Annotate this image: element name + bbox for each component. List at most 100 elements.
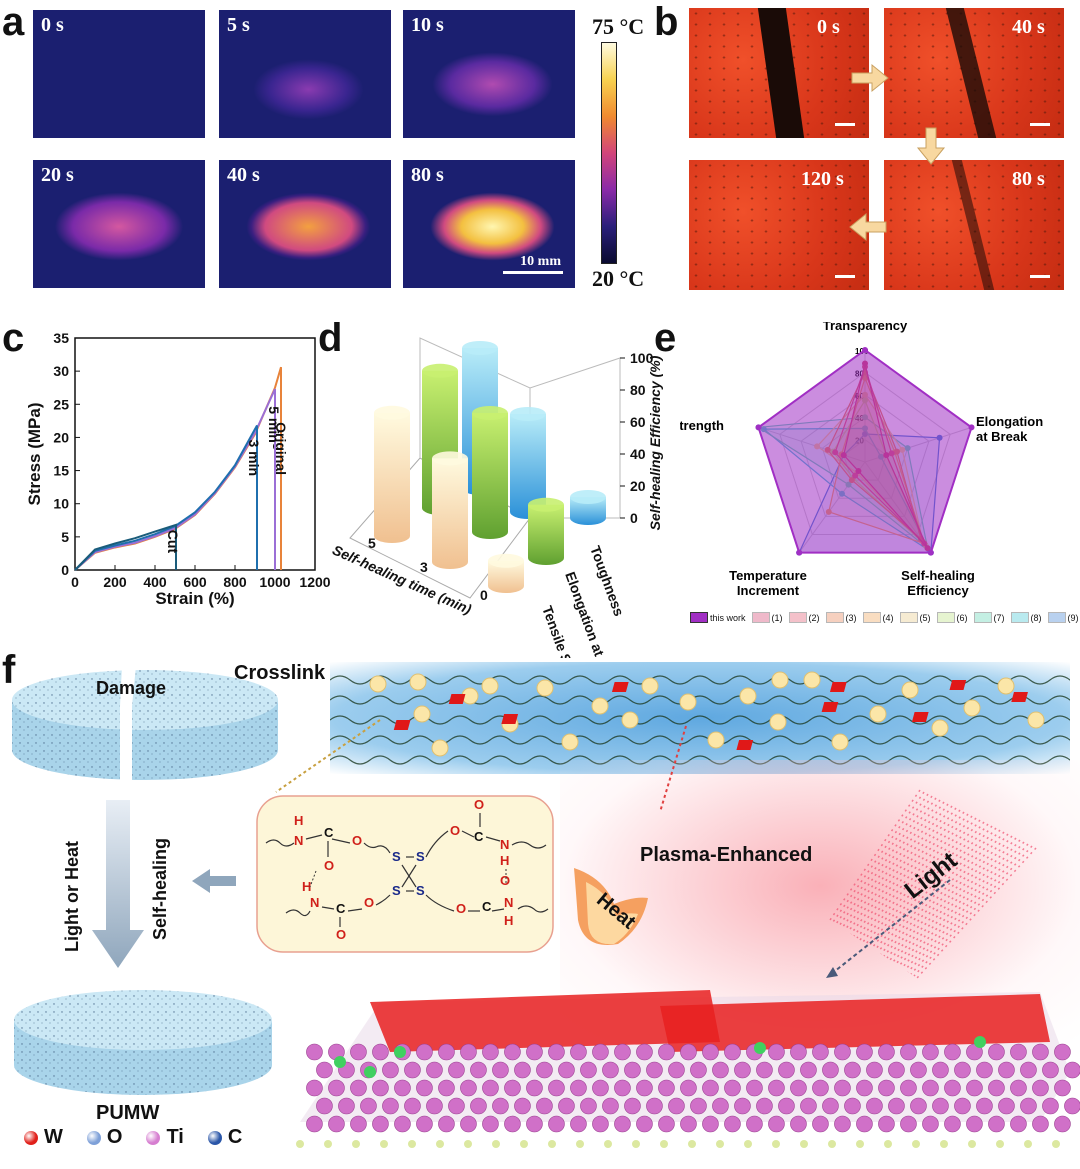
y-tick-label: 20 — [53, 429, 69, 445]
light-arrow — [829, 879, 951, 976]
ti-atom — [580, 1061, 597, 1079]
crosslink-bond — [611, 682, 629, 692]
thermal-frame-5: 5 s — [219, 10, 391, 138]
crosslink-bond — [829, 682, 847, 692]
svg-text:N: N — [504, 895, 513, 910]
light-ray — [880, 823, 989, 955]
crosslink-node — [769, 713, 787, 731]
ti-atom — [1032, 1043, 1049, 1061]
ti-atom — [790, 1115, 807, 1133]
ti-atom — [548, 1115, 565, 1133]
ti-atom — [404, 1097, 421, 1115]
ti-atom — [448, 1097, 465, 1115]
svg-text:O: O — [352, 833, 362, 848]
terminal-atom — [352, 1140, 360, 1148]
micro-time-label: 120 s — [801, 168, 844, 190]
light-ray — [841, 797, 937, 929]
radar-point — [755, 424, 762, 431]
radar-legend: this work (1) (2) (3) (4) (5) (6) (7) (8) (9) — [690, 610, 1080, 628]
svg-text:O: O — [336, 927, 346, 942]
ti-atom — [966, 1079, 983, 1097]
legend-label: (6) — [956, 612, 968, 623]
terminal-atom — [464, 1140, 472, 1148]
y-tick-label: 15 — [53, 463, 69, 479]
legend-label: (9) — [1067, 612, 1079, 623]
ti-atom — [460, 1079, 477, 1097]
terminal-atom — [632, 1140, 640, 1148]
legend-item: (7) — [973, 612, 1005, 623]
ti-atom — [724, 1115, 741, 1133]
ti-atom — [504, 1079, 521, 1097]
ti-atom — [988, 1043, 1005, 1061]
ti-atom — [800, 1097, 817, 1115]
thermal-frame-10: 10 s — [403, 10, 575, 138]
legend-label: (5) — [919, 612, 931, 623]
light-ray — [874, 819, 981, 951]
ti-atom — [932, 1061, 949, 1079]
ti-atom — [1020, 1097, 1037, 1115]
x-tick-label: 800 — [223, 574, 247, 590]
legend-item: (4) — [862, 612, 894, 623]
thermal-time-label: 20 s — [41, 164, 74, 186]
micro-time-label: 40 s — [1012, 16, 1045, 38]
atom-symbol: W — [44, 1126, 63, 1148]
light-ray — [829, 789, 921, 921]
stress-strain-chart: 0 200 400 600 800 1000 1200 0 5 10 15 20 25 30 35 Strai… — [25, 330, 330, 608]
legend-swatch — [936, 612, 955, 623]
ti-atom — [536, 1061, 553, 1079]
ti-atom — [1010, 1115, 1027, 1133]
time-tick-label: 5 — [368, 535, 376, 551]
x-tick-label: 1200 — [299, 574, 330, 590]
heat-flame-icon — [574, 868, 648, 945]
terminal-atom — [744, 1140, 752, 1148]
terminal-atom — [520, 1140, 528, 1148]
ti-atom — [680, 1079, 697, 1097]
damage-notch — [120, 666, 136, 786]
crosslink-node — [771, 671, 789, 689]
green-atom — [754, 1042, 766, 1054]
cylinder-top — [432, 451, 468, 466]
micrograph-40s: 40 s — [884, 8, 1064, 138]
crosslink-node — [561, 733, 579, 751]
ti-atom — [492, 1097, 509, 1115]
terminal-atom — [576, 1140, 584, 1148]
thermal-frame-20: 20 s — [33, 160, 205, 288]
ti-atom — [668, 1061, 685, 1079]
legend-item: (2) — [788, 612, 820, 623]
ti-atom — [680, 1043, 697, 1061]
terminal-atom — [604, 1140, 612, 1148]
ti-atom — [614, 1115, 631, 1133]
series-label: Cut — [165, 530, 181, 554]
svg-text:C: C — [336, 901, 346, 916]
scale-bar — [835, 123, 855, 126]
crosslink-bond — [949, 680, 967, 690]
thermal-time-label: 0 s — [41, 14, 64, 36]
terminal-atom — [940, 1140, 948, 1148]
healed-disk — [14, 990, 272, 1095]
cylinder-bar — [374, 412, 410, 543]
crosslink-node — [481, 677, 499, 695]
z-tick-label: 60 — [630, 414, 646, 430]
scale-bar-label: 10 mm — [520, 254, 561, 269]
ti-atom — [548, 1079, 565, 1097]
micrograph-80s: 80 s — [884, 160, 1064, 290]
ti-atom — [504, 1115, 521, 1133]
ti-atom — [614, 1079, 631, 1097]
ti-atom — [878, 1079, 895, 1097]
ti-atom — [878, 1043, 895, 1061]
series-line-5-min — [74, 388, 276, 571]
radar-point — [927, 549, 934, 556]
ti-atom — [944, 1043, 961, 1061]
legend-swatch — [1047, 612, 1066, 623]
series-label: 3 min — [246, 439, 262, 476]
ti-atom — [548, 1043, 565, 1061]
ti-atom — [976, 1097, 993, 1115]
crosslink-node — [679, 693, 697, 711]
ti-atom — [922, 1043, 939, 1061]
colorbar — [601, 42, 617, 264]
legend-label: (4) — [882, 612, 894, 623]
ti-atom — [306, 1079, 323, 1097]
svg-text:H: H — [302, 879, 311, 894]
damage-label: Damage — [96, 678, 167, 698]
